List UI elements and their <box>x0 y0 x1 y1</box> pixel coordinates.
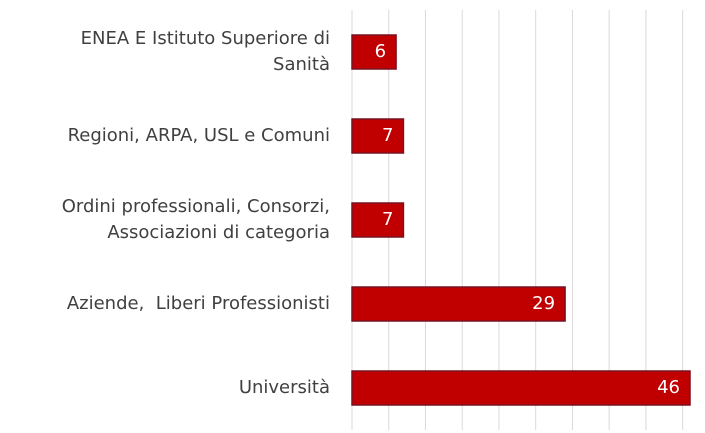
value-label: 7 <box>382 209 393 230</box>
value-label: 6 <box>375 41 386 62</box>
value-label: 7 <box>382 125 393 146</box>
y-tick-label: Ordini professionali, Consorzi, Associaz… <box>61 196 330 243</box>
y-tick-label: ENEA E Istituto Superiore di Sanità <box>80 28 330 75</box>
bar <box>351 202 405 238</box>
bar <box>351 286 566 322</box>
bar <box>351 118 405 154</box>
y-tick-label: Università <box>238 377 330 398</box>
y-tick-label: Regioni, ARPA, USL e Comuni <box>67 125 330 146</box>
y-tick-label: Aziende, Liberi Professionisti <box>66 293 330 314</box>
bar <box>351 34 397 70</box>
bar <box>351 370 691 406</box>
value-label: 29 <box>532 293 555 314</box>
value-label: 46 <box>657 377 680 398</box>
